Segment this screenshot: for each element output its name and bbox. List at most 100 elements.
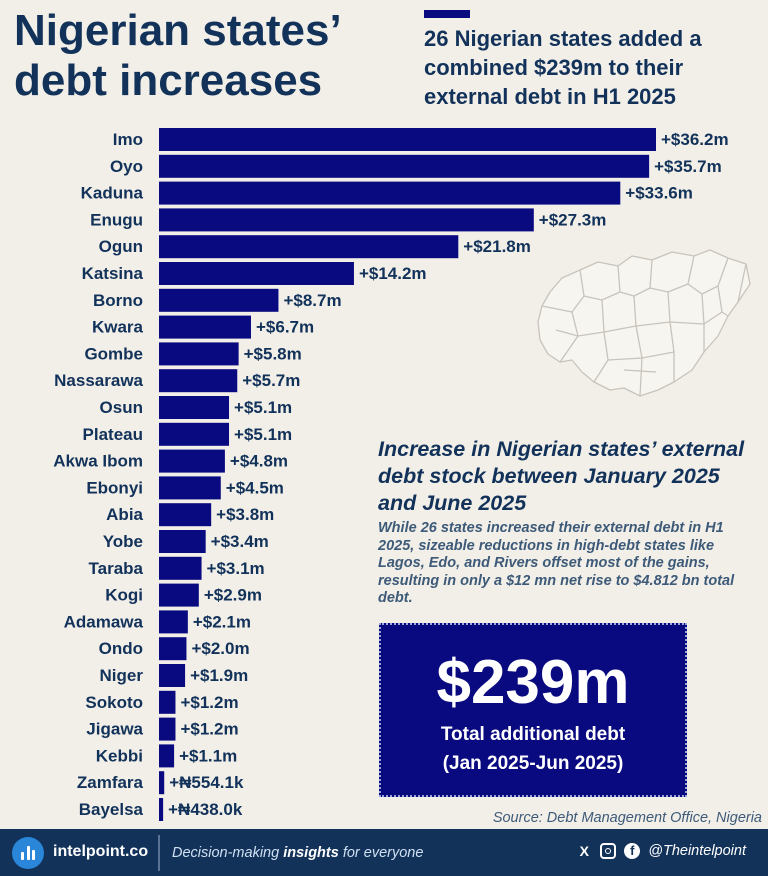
tagline: Decision-making insights for everyone bbox=[172, 845, 424, 861]
bar bbox=[159, 690, 176, 714]
bar bbox=[159, 717, 176, 741]
category-label: Kebbi bbox=[96, 746, 143, 765]
category-label: Yobe bbox=[103, 532, 143, 551]
value-label: +$2.0m bbox=[191, 639, 249, 658]
value-label: +$1.2m bbox=[180, 693, 238, 712]
bar bbox=[159, 181, 621, 205]
bar bbox=[159, 154, 650, 178]
category-label: Kwara bbox=[92, 318, 144, 337]
page-title: Nigerian states’ debt increases bbox=[14, 6, 340, 105]
bar bbox=[159, 128, 656, 151]
instagram-icon[interactable] bbox=[600, 843, 617, 859]
category-label: Imo bbox=[113, 130, 143, 149]
total-debt-label-2: (Jan 2025-Jun 2025) bbox=[442, 753, 624, 774]
facebook-icon[interactable]: f bbox=[624, 843, 641, 859]
category-label: Borno bbox=[93, 291, 143, 310]
subtitle: 26 Nigerian states added a combined $239… bbox=[424, 26, 702, 109]
category-label: Kogi bbox=[105, 586, 143, 605]
source-note: Source: Debt Management Office, Nigeria bbox=[492, 810, 762, 826]
value-label: +$5.8m bbox=[244, 344, 302, 363]
value-label: +$5.1m bbox=[234, 398, 292, 417]
value-label: +$8.7m bbox=[283, 291, 341, 310]
category-label: Ebonyi bbox=[86, 478, 143, 497]
category-label: Kaduna bbox=[81, 184, 144, 203]
bar bbox=[159, 476, 221, 500]
total-debt-callout: $239m Total additional debt (Jan 2025-Ju… bbox=[379, 623, 687, 797]
bar bbox=[159, 556, 202, 580]
brand-link[interactable]: intelpoint.co bbox=[53, 843, 149, 860]
value-label: +₦438.0k bbox=[168, 800, 243, 819]
bar bbox=[159, 798, 164, 821]
value-label: +$14.2m bbox=[359, 264, 427, 283]
value-label: +$4.8m bbox=[230, 452, 288, 471]
category-label: Nassarawa bbox=[54, 371, 143, 390]
value-label: +$4.5m bbox=[226, 478, 284, 497]
category-label: Bayelsa bbox=[79, 800, 144, 819]
bar bbox=[159, 530, 206, 553]
value-label: +$33.6m bbox=[625, 184, 693, 203]
bar bbox=[159, 315, 251, 339]
bar bbox=[159, 503, 212, 527]
bar bbox=[159, 637, 187, 661]
category-label: Adamawa bbox=[64, 612, 144, 631]
value-label: +$1.9m bbox=[190, 666, 248, 685]
value-label: +₦554.1k bbox=[169, 773, 244, 792]
bar bbox=[159, 235, 459, 259]
x-icon[interactable]: X bbox=[579, 843, 589, 859]
value-label: +$3.1m bbox=[207, 559, 265, 578]
category-label: Akwa Ibom bbox=[53, 452, 143, 471]
bar bbox=[159, 342, 239, 366]
category-label: Plateau bbox=[83, 425, 143, 444]
category-label: Katsina bbox=[82, 264, 144, 283]
value-label: +$35.7m bbox=[654, 157, 722, 176]
value-label: +$2.9m bbox=[204, 586, 262, 605]
intelpoint-logo-icon bbox=[12, 837, 44, 869]
category-label: Osun bbox=[100, 398, 143, 417]
bar bbox=[159, 422, 230, 446]
value-label: +$3.8m bbox=[216, 505, 274, 524]
value-label: +$1.1m bbox=[179, 746, 237, 765]
info-body: While 26 states increased their external… bbox=[378, 520, 735, 606]
value-label: +$6.7m bbox=[256, 318, 314, 337]
category-label: Gombe bbox=[84, 344, 143, 363]
category-label: Taraba bbox=[89, 559, 144, 578]
footer: intelpoint.co Decision-making insights f… bbox=[0, 829, 768, 876]
bar bbox=[159, 288, 279, 312]
value-label: +$5.7m bbox=[242, 371, 300, 390]
value-label: +$21.8m bbox=[463, 237, 531, 256]
total-debt-value: $239m bbox=[436, 648, 630, 717]
bar bbox=[159, 449, 225, 473]
nigeria-map-icon bbox=[537, 249, 751, 397]
value-label: +$1.2m bbox=[180, 720, 238, 739]
category-label: Ondo bbox=[99, 639, 143, 658]
value-label: +$3.4m bbox=[211, 532, 269, 551]
bar bbox=[159, 208, 534, 232]
bar bbox=[159, 771, 165, 795]
bar bbox=[159, 262, 354, 285]
category-label: Zamfara bbox=[77, 773, 144, 792]
social-handle[interactable]: @Theintelpoint bbox=[648, 843, 746, 859]
social-links: X f @Theintelpoint bbox=[576, 843, 746, 859]
value-label: +$2.1m bbox=[193, 612, 251, 631]
category-label: Niger bbox=[100, 666, 144, 685]
category-label: Jigawa bbox=[86, 720, 143, 739]
category-label: Enugu bbox=[90, 210, 143, 229]
info-heading: Increase in Nigerian states’ external de… bbox=[378, 437, 745, 515]
category-label: Sokoto bbox=[85, 693, 143, 712]
value-label: +$5.1m bbox=[234, 425, 292, 444]
category-label: Ogun bbox=[99, 237, 143, 256]
bar bbox=[159, 664, 186, 687]
value-label: +$27.3m bbox=[539, 210, 607, 229]
bar-chart: Imo +$36.2m Oyo +$35.7m Kaduna +$33.6m Enugu +$… bbox=[53, 128, 729, 821]
bar bbox=[159, 610, 188, 634]
total-debt-label-1: Total additional debt bbox=[440, 724, 626, 745]
footer-divider bbox=[158, 835, 160, 871]
category-label: Abia bbox=[106, 505, 143, 524]
bar bbox=[159, 369, 238, 393]
value-label: +$36.2m bbox=[661, 130, 729, 149]
bar bbox=[159, 744, 175, 768]
category-label: Oyo bbox=[110, 157, 143, 176]
accent-bar bbox=[424, 10, 470, 18]
bar bbox=[159, 583, 199, 607]
bar bbox=[159, 396, 230, 419]
